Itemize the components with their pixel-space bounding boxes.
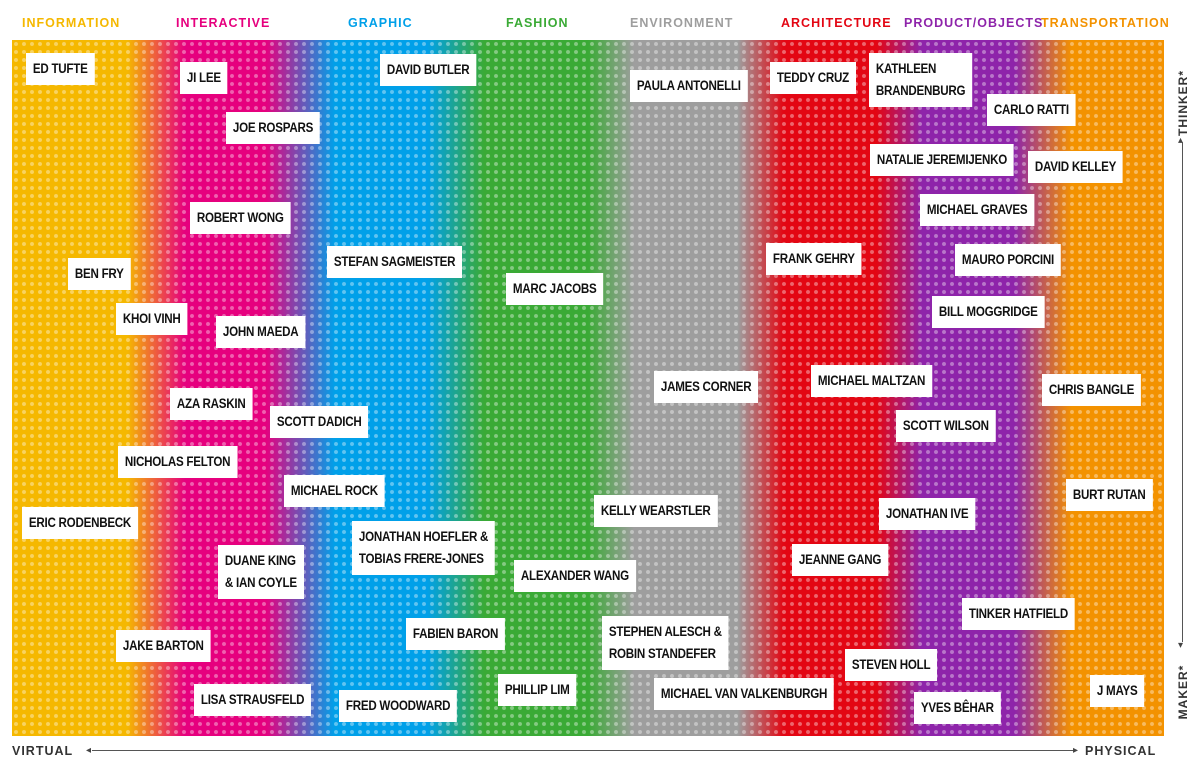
category-interactive: INTERACTIVE [176,16,271,30]
category-product-objects: PRODUCT/OBJECTS [904,16,1044,30]
arrow-up-icon: ▴ [1178,135,1184,146]
designer-label: MICHAEL GRAVES [920,194,1035,226]
designer-label: KHOI VINH [116,303,188,335]
designer-label: BEN FRY [68,258,131,290]
designer-label: FRED WOODWARD [339,690,458,722]
designer-label: MICHAEL ROCK [284,475,385,507]
designer-label: MICHAEL MALTZAN [811,365,933,397]
designer-label: CARLO RATTI [987,94,1076,126]
designer-label: STEVEN HOLL [845,649,938,681]
designer-label: ALEXANDER WANG [514,560,636,592]
x-axis-line [92,750,1074,751]
designer-label: CHRIS BANGLE [1042,374,1142,406]
designer-label: YVES BÊHAR [914,692,1001,724]
designer-label: ED TUFTE [26,53,95,85]
x-axis-label-virtual: VIRTUAL [12,744,74,758]
designer-label: TINKER HATFIELD [962,598,1075,630]
category-architecture: ARCHITECTURE [781,16,892,30]
category-transportation: TRANSPORTATION [1041,16,1170,30]
designer-label: BURT RUTAN [1066,479,1153,511]
designer-label: STEPHEN ALESCH & ROBIN STANDEFER [602,616,729,670]
category-graphic: GRAPHIC [348,16,413,30]
designer-label: DAVID KELLEY [1028,151,1123,183]
designer-label: JAKE BARTON [116,630,211,662]
designer-label: JOE ROSPARS [226,112,320,144]
designer-label: MAURO PORCINI [955,244,1061,276]
designer-label: TEDDY CRUZ [770,62,856,94]
y-axis-label-maker: MAKER* [1176,664,1190,720]
designer-label: SCOTT WILSON [896,410,996,442]
category-information: INFORMATION [22,16,121,30]
arrow-left-icon: ◂ [86,745,92,756]
designer-label: LISA STRAUSFELD [194,684,312,716]
designer-label: JI LEE [180,62,228,94]
y-axis-line [1182,142,1183,642]
designer-label: AZA RASKIN [170,388,253,420]
designer-label: MICHAEL VAN VALKENBURGH [654,678,835,710]
designer-label: FRANK GEHRY [766,243,862,275]
designer-label: JOHN MAEDA [216,316,306,348]
arrow-down-icon: ▾ [1178,640,1184,651]
designer-label: FABIEN BARON [406,618,506,650]
arrow-right-icon: ▸ [1073,745,1079,756]
designer-label: NATALIE JEREMIJENKO [870,144,1014,176]
designer-label: KELLY WEARSTLER [594,495,718,527]
designer-label: JEANNE GANG [792,544,889,576]
spectrum-plot: ED TUFTE JI LEE DAVID BUTLER PAULA ANTON… [12,40,1164,736]
category-environment: ENVIRONMENT [630,16,734,30]
designer-label: JAMES CORNER [654,371,759,403]
y-axis-label-thinker: THINKER* [1176,70,1190,137]
designer-label: JONATHAN IVE [879,498,976,530]
designer-label: JONATHAN HOEFLER & TOBIAS FRERE-JONES [352,521,496,575]
designer-label: J MAYS [1090,675,1145,707]
designer-label: PAULA ANTONELLI [630,70,748,102]
designer-label: ERIC RODENBECK [22,507,138,539]
designer-label: ROBERT WONG [190,202,291,234]
designer-label: BILL MOGGRIDGE [932,296,1045,328]
designer-label: SCOTT DADICH [270,406,369,438]
designer-label: STEFAN SAGMEISTER [327,246,463,278]
designer-label: KATHLEEN BRANDENBURG [869,53,973,107]
x-axis-label-physical: PHYSICAL [1085,744,1157,758]
designer-label: PHILLIP LIM [498,674,577,706]
category-fashion: FASHION [506,16,569,30]
designer-label: DAVID BUTLER [380,54,477,86]
designer-label: NICHOLAS FELTON [118,446,238,478]
designer-label: MARC JACOBS [506,273,604,305]
designer-label: DUANE KING & IAN COYLE [218,545,304,599]
